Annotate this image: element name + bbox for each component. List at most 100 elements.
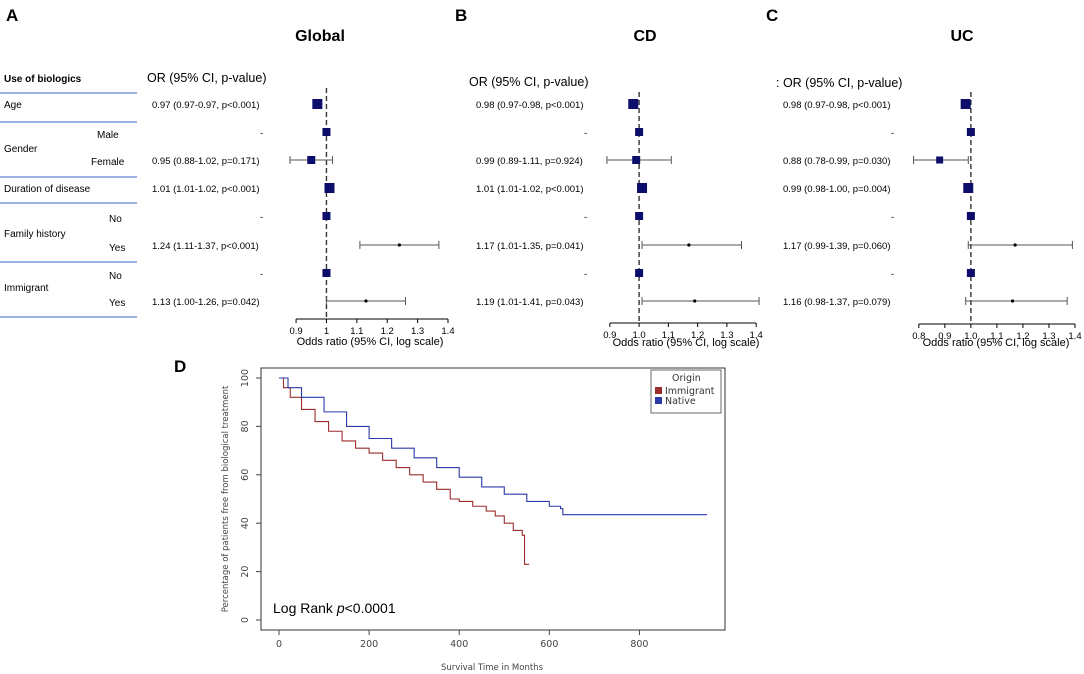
km-y-axis-label: Percentage of patients free from biologi… bbox=[221, 385, 231, 612]
km-plot-area: 0 200 400 600 800 0 20 40 60 80 100 bbox=[240, 369, 707, 650]
km-legend: Origin Immigrant Native bbox=[650, 369, 722, 414]
x-tick-label-uc: 1.2 bbox=[1016, 331, 1029, 342]
panel-letter-b: B bbox=[455, 6, 467, 25]
km-y-tick-label: 80 bbox=[240, 420, 251, 432]
km-legend-swatch-native bbox=[655, 397, 662, 404]
forest-panel-global: Global OR (95% CI, p-value) Odds ratio (… bbox=[147, 28, 455, 348]
or-header-cd: OR (95% CI, p-value) bbox=[469, 75, 588, 89]
km-curve-immigrant bbox=[279, 377, 530, 565]
km-y-tick-label: 60 bbox=[240, 469, 251, 481]
x-axis-label-uc: Odds ratio (95% CI, log scale) bbox=[923, 337, 1070, 349]
or-point-uc bbox=[960, 99, 971, 109]
log-rank-annotation: Log Rank p<0.0001 bbox=[273, 600, 396, 616]
or-header-global: OR (95% CI, p-value) bbox=[147, 71, 266, 85]
or-point-uc bbox=[966, 269, 975, 277]
or-text-cd: 1.01 (1.01-1.02, p<0.001) bbox=[476, 184, 583, 195]
row-label-family-yes: Yes bbox=[109, 243, 125, 254]
row-label-gender: Gender bbox=[4, 144, 38, 155]
or-point-cd bbox=[632, 156, 641, 164]
or-text-cd: 1.19 (1.01-1.41, p=0.043) bbox=[476, 297, 583, 308]
or-point-uc bbox=[1013, 243, 1017, 247]
km-x-tick-label: 800 bbox=[630, 639, 648, 650]
km-curve-native bbox=[279, 377, 707, 516]
or-text-global: 0.97 (0.97-0.97, p<0.001) bbox=[152, 100, 259, 111]
x-axis-label-global: Odds ratio (95% CI, log scale) bbox=[297, 336, 444, 348]
km-x-tick-label: 0 bbox=[276, 639, 282, 650]
or-point-global bbox=[322, 212, 331, 220]
km-y-tick-label: 0 bbox=[240, 617, 251, 623]
or-point-global bbox=[307, 156, 316, 164]
x-tick-label-uc: 0.9 bbox=[938, 331, 951, 342]
or-point-uc bbox=[1010, 299, 1015, 303]
x-tick-label-uc: 0.8 bbox=[912, 331, 925, 342]
row-label-immigrant: Immigrant bbox=[4, 283, 49, 294]
x-tick-label-global: 1 bbox=[324, 326, 329, 337]
or-text-uc: - bbox=[891, 269, 894, 280]
or-text-uc: 0.99 (0.98-1.00, p=0.004) bbox=[783, 184, 890, 195]
or-text-cd: - bbox=[584, 212, 587, 223]
km-x-axis-label: Survival Time in Months bbox=[441, 663, 544, 673]
km-legend-title: Origin bbox=[672, 373, 701, 384]
x-tick-label-cd: 1.3 bbox=[720, 330, 733, 341]
log-rank-p: p bbox=[336, 600, 345, 616]
forest-plot-uc: 0.8 0.9 1.0 1.1 1.2 1.3 1.4 0.98 (0.97-0.98, p<… bbox=[783, 92, 1082, 342]
x-tick-label-global: 1.4 bbox=[441, 326, 454, 337]
km-legend-label-immigrant: Immigrant bbox=[665, 386, 715, 397]
or-text-global: - bbox=[260, 269, 263, 280]
row-label-family-no: No bbox=[109, 214, 122, 225]
forest-panel-cd: CD OR (95% CI, p-value) Odds ratio (95% … bbox=[469, 28, 763, 349]
or-point-cd bbox=[693, 299, 697, 303]
row-label-immigrant-no: No bbox=[109, 271, 122, 282]
km-legend-swatch-immigrant bbox=[655, 387, 662, 394]
or-text-uc: 0.98 (0.97-0.98, p<0.001) bbox=[783, 100, 890, 111]
or-point-cd bbox=[635, 212, 644, 220]
row-label-female: Female bbox=[91, 157, 125, 168]
or-text-cd: 0.98 (0.97-0.98, p<0.001) bbox=[476, 100, 583, 111]
km-legend-label-native: Native bbox=[665, 396, 696, 407]
or-text-global: 1.24 (1.11-1.37, p<0.001) bbox=[152, 241, 259, 252]
or-text-cd: - bbox=[584, 128, 587, 139]
or-text-global: 1.13 (1.00-1.26, p=0.042) bbox=[152, 297, 259, 308]
x-tick-label-uc: 1.4 bbox=[1068, 331, 1081, 342]
km-panel: Percentage of patients free from biologi… bbox=[221, 367, 726, 673]
panel-title-global: Global bbox=[295, 28, 345, 45]
x-tick-label-global: 1.2 bbox=[381, 326, 394, 337]
or-text-uc: - bbox=[891, 128, 894, 139]
or-text-cd: - bbox=[584, 269, 587, 280]
or-text-global: - bbox=[260, 128, 263, 139]
forest-panel-uc: UC : OR (95% CI, p-value) Odds ratio (95… bbox=[776, 28, 1082, 349]
x-tick-label-cd: 1.4 bbox=[750, 330, 763, 341]
row-label-table: Use of biologics Age Male Gender Female … bbox=[0, 74, 137, 318]
or-text-global: - bbox=[260, 212, 263, 223]
or-point-cd bbox=[635, 128, 644, 136]
panel-title-uc: UC bbox=[950, 28, 974, 45]
or-point-cd bbox=[628, 99, 639, 109]
or-point-cd bbox=[637, 183, 648, 193]
forest-plot-global: 0.9 1 1.1 1.2 1.3 1.4 0.97 (0.97-0.97, p<0.001… bbox=[152, 88, 455, 337]
x-tick-label-cd: 0.9 bbox=[603, 330, 616, 341]
or-point-global bbox=[322, 269, 331, 277]
or-point-uc bbox=[966, 128, 975, 136]
km-y-tick-label: 100 bbox=[240, 369, 251, 387]
or-text-cd: 0.99 (0.89-1.11, p=0.924) bbox=[476, 156, 583, 167]
or-point-uc bbox=[966, 212, 975, 220]
x-tick-label-cd: 1.1 bbox=[662, 330, 675, 341]
row-label-male: Male bbox=[97, 130, 119, 141]
or-point-global bbox=[322, 128, 331, 136]
or-text-uc: - bbox=[891, 212, 894, 223]
row-label-age: Age bbox=[4, 100, 22, 111]
or-text-cd: 1.17 (1.01-1.35, p=0.041) bbox=[476, 241, 583, 252]
row-label-header: Use of biologics bbox=[4, 74, 82, 85]
or-text-uc: 0.88 (0.78-0.99, p=0.030) bbox=[783, 156, 890, 167]
panel-letter-d: D bbox=[174, 357, 186, 376]
or-point-uc bbox=[936, 156, 944, 164]
x-tick-label-global: 1.3 bbox=[411, 326, 424, 337]
km-y-tick-label: 40 bbox=[240, 517, 251, 529]
log-rank-prefix: Log Rank bbox=[273, 600, 337, 616]
or-text-global: 0.95 (0.88-1.02, p=0.171) bbox=[152, 156, 259, 167]
or-text-uc: 1.16 (0.98-1.37, p=0.079) bbox=[783, 297, 890, 308]
x-tick-label-uc: 1.3 bbox=[1042, 331, 1055, 342]
log-rank-value: <0.0001 bbox=[345, 600, 396, 616]
km-y-tick-label: 20 bbox=[240, 566, 251, 578]
